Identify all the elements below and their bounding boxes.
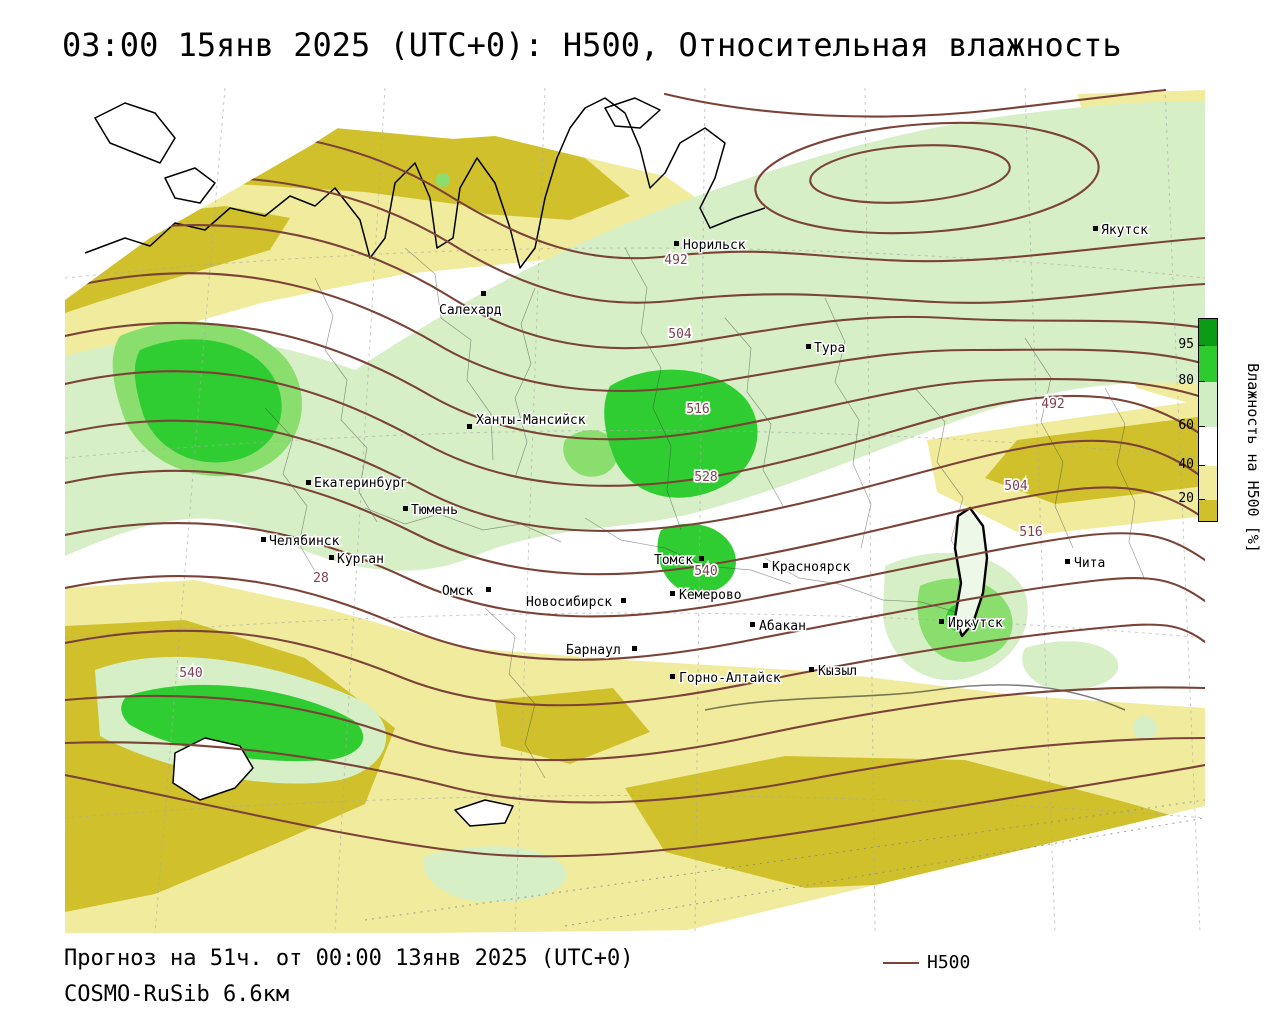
contour-label: 540 xyxy=(179,666,202,681)
city-dot xyxy=(674,241,679,246)
contour-label: 540 xyxy=(694,564,717,579)
city-label: Горно-Алтайск xyxy=(679,671,781,686)
city-label: Норильск xyxy=(683,238,746,253)
city-label: Тюмень xyxy=(411,503,458,518)
city-label: Курган xyxy=(337,552,384,567)
city-dot xyxy=(670,591,675,596)
contour-label: 516 xyxy=(686,402,709,417)
city-dot xyxy=(699,556,704,561)
contour-label: 492 xyxy=(664,253,687,268)
city-layer: Норильск Салехард Тура Якутск Ханты-Манс… xyxy=(261,222,1150,688)
city-label: Иркутск xyxy=(948,616,1003,631)
contour-label: 492 xyxy=(1041,397,1064,412)
city-dot xyxy=(939,619,944,624)
admin-borders xyxy=(264,247,1146,779)
city-label: Ханты-Мансийск xyxy=(476,413,586,428)
city-dot xyxy=(329,555,334,560)
city-dot xyxy=(467,424,472,429)
colorbar-tickmark xyxy=(1199,381,1205,382)
h500-contours xyxy=(65,88,1205,858)
colorbar-segment xyxy=(1199,382,1217,427)
colorbar-axis-title: Влажность на H500 [%] xyxy=(1244,363,1262,553)
city-label: Красноярск xyxy=(772,560,850,575)
colorbar-tickmark xyxy=(1199,426,1205,427)
colorbar-tick: 95 xyxy=(1178,337,1194,352)
city-dot xyxy=(763,563,768,568)
city-label: Кызыл xyxy=(818,664,857,679)
graticule-lines xyxy=(65,88,1205,933)
colorbar-tickmark xyxy=(1199,499,1205,500)
contour-label: 504 xyxy=(1004,479,1028,494)
city-label: Салехард xyxy=(439,303,502,318)
contour-label: 516 xyxy=(1019,525,1042,540)
city-label: Тура xyxy=(814,341,845,356)
city-label: Омск xyxy=(442,584,473,599)
city-dot xyxy=(486,587,491,592)
colorbar-segment xyxy=(1199,427,1217,466)
forecast-info: Прогноз на 51ч. от 00:00 13янв 2025 (UTC… xyxy=(64,946,634,971)
h500-line-swatch xyxy=(883,961,919,964)
city-label: Барнаул xyxy=(566,643,621,658)
stipple-lines xyxy=(364,799,1205,927)
colorbar-segment xyxy=(1199,346,1217,382)
colorbar-segment xyxy=(1199,319,1217,346)
contour-label: 528 xyxy=(694,470,717,485)
colorbar-tick: 20 xyxy=(1178,491,1194,506)
city-dot xyxy=(670,674,675,679)
colorbar xyxy=(1198,318,1218,522)
city-label: Новосибирск xyxy=(526,595,612,610)
model-info: COSMO-RuSib 6.6км xyxy=(64,982,290,1007)
city-dot xyxy=(403,506,408,511)
city-dot xyxy=(481,291,486,296)
city-label: Якутск xyxy=(1101,223,1148,238)
colorbar-tick: 80 xyxy=(1178,373,1194,388)
city-label: Челябинск xyxy=(269,534,340,549)
page-title: 03:00 15янв 2025 (UTC+0): H500, Относите… xyxy=(62,26,1122,64)
colorbar-tick: 40 xyxy=(1178,457,1194,472)
city-dot xyxy=(621,598,626,603)
coastline xyxy=(84,97,766,827)
city-label: Кемерово xyxy=(679,588,742,603)
city-dot xyxy=(1065,559,1070,564)
contour-label: 28 xyxy=(313,571,329,586)
humidity-field xyxy=(65,90,1205,933)
city-dot xyxy=(1093,226,1098,231)
lake-baikal xyxy=(953,506,989,638)
colorbar-segment xyxy=(1199,500,1217,521)
city-dot xyxy=(750,622,755,627)
map-canvas: 492 504 516 528 540 492 504 516 28 540 Н… xyxy=(65,88,1205,933)
city-label: Томск xyxy=(654,553,693,568)
contour-label-group: 492 504 516 528 540 492 504 516 28 540 xyxy=(178,251,1067,683)
city-label: Екатеринбург xyxy=(314,476,408,491)
contour-label: 504 xyxy=(668,327,692,342)
city-dot xyxy=(261,537,266,542)
city-label: Чита xyxy=(1074,556,1105,571)
colorbar-segment xyxy=(1199,466,1217,500)
city-label: Абакан xyxy=(759,619,806,634)
city-dot xyxy=(806,344,811,349)
city-dot xyxy=(306,480,311,485)
h500-legend-label: H500 xyxy=(927,952,971,973)
colorbar-tick: 60 xyxy=(1178,418,1194,433)
h500-legend: H500 xyxy=(883,952,970,973)
forecast-map: 492 504 516 528 540 492 504 516 28 540 Н… xyxy=(65,88,1205,933)
colorbar-tickmark xyxy=(1199,465,1205,466)
city-dot xyxy=(632,646,637,651)
city-dot xyxy=(809,667,814,672)
colorbar-tickmark xyxy=(1199,345,1205,346)
